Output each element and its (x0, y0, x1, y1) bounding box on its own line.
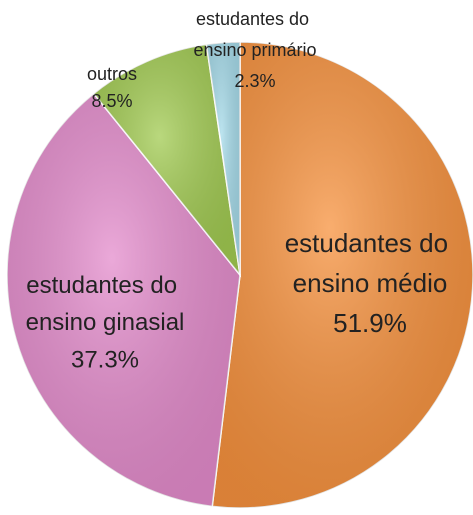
value-label: 8.5% (91, 91, 132, 111)
value-label: 2.3% (234, 71, 275, 91)
category-label: estudantes do ensino primário (193, 9, 316, 60)
category-label: estudantes do ensino ginasial (26, 272, 185, 336)
value-label: 37.3% (71, 346, 139, 373)
value-label: 51.9% (333, 308, 407, 338)
category-label: estudantes do ensino médio (285, 228, 456, 298)
category-label: outros (87, 64, 137, 84)
